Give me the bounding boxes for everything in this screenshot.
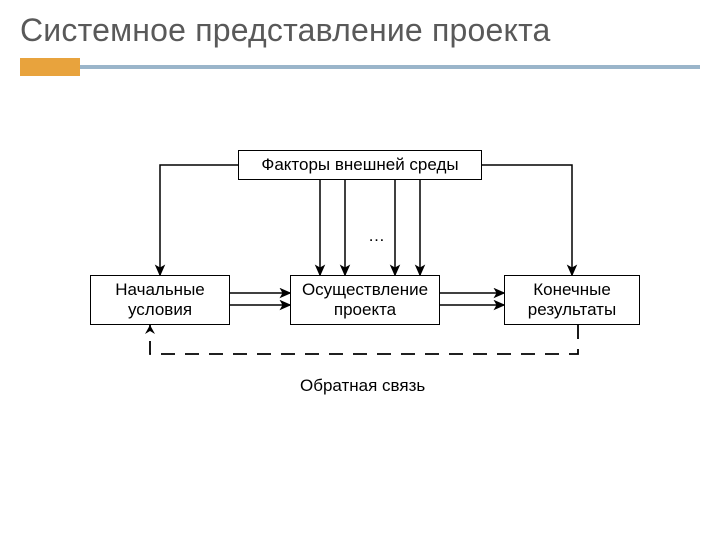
diagram-edges <box>0 0 720 540</box>
label-feedback: Обратная связь <box>300 376 425 396</box>
slide: Системное представление проекта Факторы … <box>0 0 720 540</box>
node-result: Конечныерезультаты <box>504 275 640 325</box>
node-init: Начальныеусловия <box>90 275 230 325</box>
label-dots: … <box>368 226 385 246</box>
node-env: Факторы внешней среды <box>238 150 482 180</box>
node-impl: Осуществлениепроекта <box>290 275 440 325</box>
diagram: Факторы внешней среды Начальныеусловия Осу… <box>0 0 720 540</box>
